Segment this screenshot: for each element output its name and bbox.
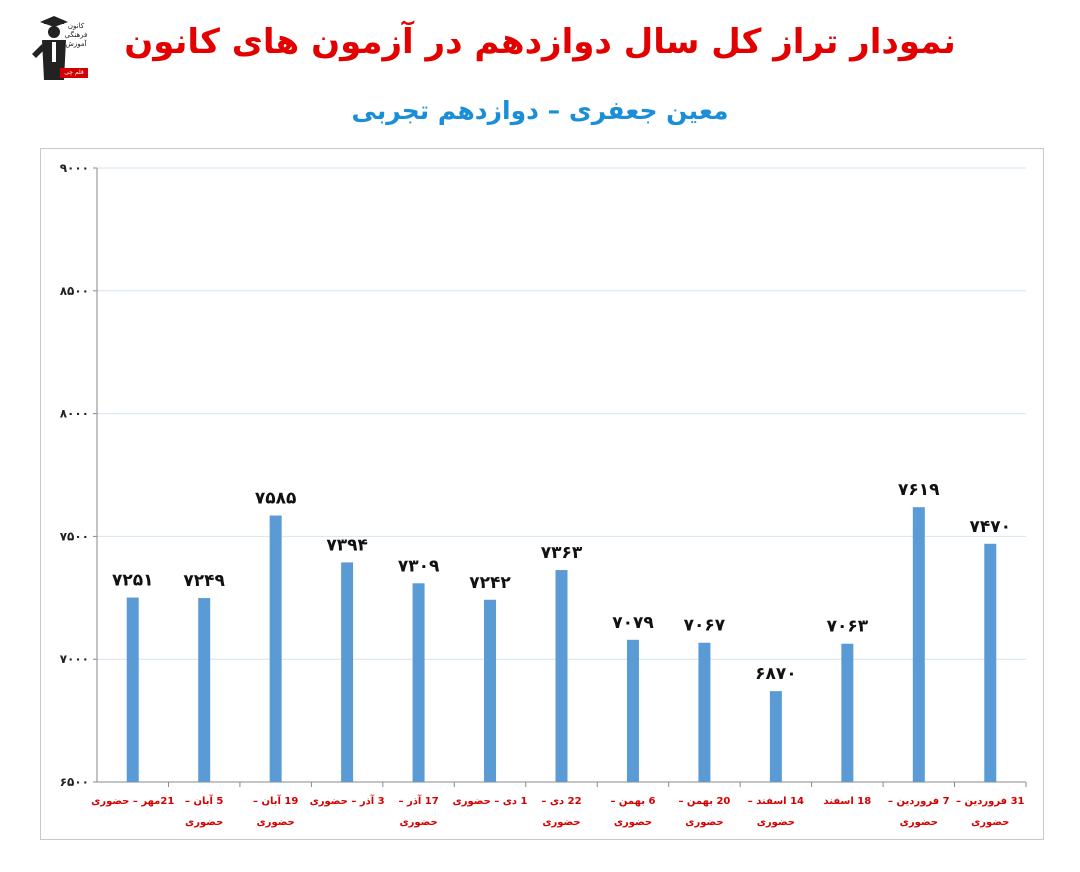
x-tick-label: حضوری	[614, 817, 652, 828]
logo-badge: قلم چی	[60, 68, 88, 78]
chart-subtitle: معین جعفری – دوازدهم تجربی	[351, 96, 729, 125]
y-tick-label: ۹۰۰۰	[60, 161, 89, 175]
x-tick-label: حضوری	[900, 817, 938, 828]
x-tick-label: 1 دی – حضوری	[453, 796, 528, 807]
data-label: ۷۰۶۳	[827, 617, 869, 637]
x-tick-label: 31 فروردین –	[956, 796, 1025, 807]
data-label: ۷۳۰۹	[398, 556, 440, 576]
x-tick-label: 22 دی –	[541, 796, 581, 807]
x-tick-label: حضوری	[757, 817, 795, 828]
x-tick-label: حضوری	[257, 817, 295, 828]
bar	[984, 543, 997, 782]
x-tick-label: 18 اسفند	[823, 796, 871, 807]
bar	[126, 597, 139, 782]
bar	[698, 642, 711, 782]
x-tick-label: 20 بهمن –	[678, 796, 730, 807]
y-tick-label: ۷۰۰۰	[60, 652, 89, 666]
data-label: ۷۰۶۷	[684, 616, 726, 636]
x-tick-label: 5 آبان –	[185, 794, 223, 807]
data-label: ۷۰۷۹	[612, 613, 654, 633]
data-label: ۷۳۹۴	[326, 535, 368, 555]
bar	[555, 570, 568, 782]
bar	[412, 583, 425, 782]
x-tick-label: 3 آذر – حضوری	[310, 794, 385, 807]
bar	[841, 643, 854, 782]
data-label: ۷۲۴۹	[183, 571, 225, 591]
x-tick-label: 21مهر – حضوری	[91, 796, 174, 807]
x-tick-label: 6 بهمن –	[610, 796, 655, 807]
data-label: ۷۲۵۱	[112, 571, 154, 591]
data-label: ۷۵۸۵	[255, 489, 297, 509]
chart-title: نمودار تراز کل سال دوازدهم در آزمون های …	[124, 22, 956, 62]
x-tick-label: حضوری	[542, 817, 580, 828]
bar	[341, 562, 354, 782]
bar	[484, 599, 497, 782]
y-tick-label: ۸۰۰۰	[60, 407, 89, 421]
data-label: ۷۶۱۹	[898, 480, 940, 500]
y-tick-label: ۸۵۰۰	[60, 284, 89, 298]
x-tick-label: 7 فروردین –	[888, 796, 950, 807]
y-tick-label: ۷۵۰۰	[60, 529, 89, 543]
bar	[269, 515, 282, 782]
logo-text-line: فرهنگی	[64, 31, 88, 39]
y-tick-label: ۶۵۰۰	[60, 775, 89, 789]
x-tick-label: حضوری	[685, 817, 723, 828]
chart-area	[40, 148, 1044, 840]
data-label: ۷۴۷۰	[970, 517, 1012, 537]
x-tick-label: 17 آذر –	[398, 794, 438, 807]
bar	[198, 598, 211, 782]
x-tick-label: حضوری	[399, 817, 437, 828]
x-tick-label: 19 آبان –	[253, 794, 298, 807]
bar	[769, 691, 782, 782]
x-tick-label: حضوری	[971, 817, 1009, 828]
logo-text: کانون فرهنگی آموزش	[60, 22, 92, 49]
logo-text-line: آموزش	[65, 40, 87, 48]
bar	[912, 507, 925, 782]
data-label: ۶۸۷۰	[755, 664, 797, 684]
bar	[626, 639, 639, 782]
x-tick-label: حضوری	[185, 817, 223, 828]
data-label: ۷۲۴۲	[469, 573, 511, 593]
data-label: ۷۳۶۳	[541, 543, 583, 563]
logo-text-line: کانون	[67, 22, 85, 30]
x-tick-label: 14 اسفند –	[748, 796, 804, 807]
